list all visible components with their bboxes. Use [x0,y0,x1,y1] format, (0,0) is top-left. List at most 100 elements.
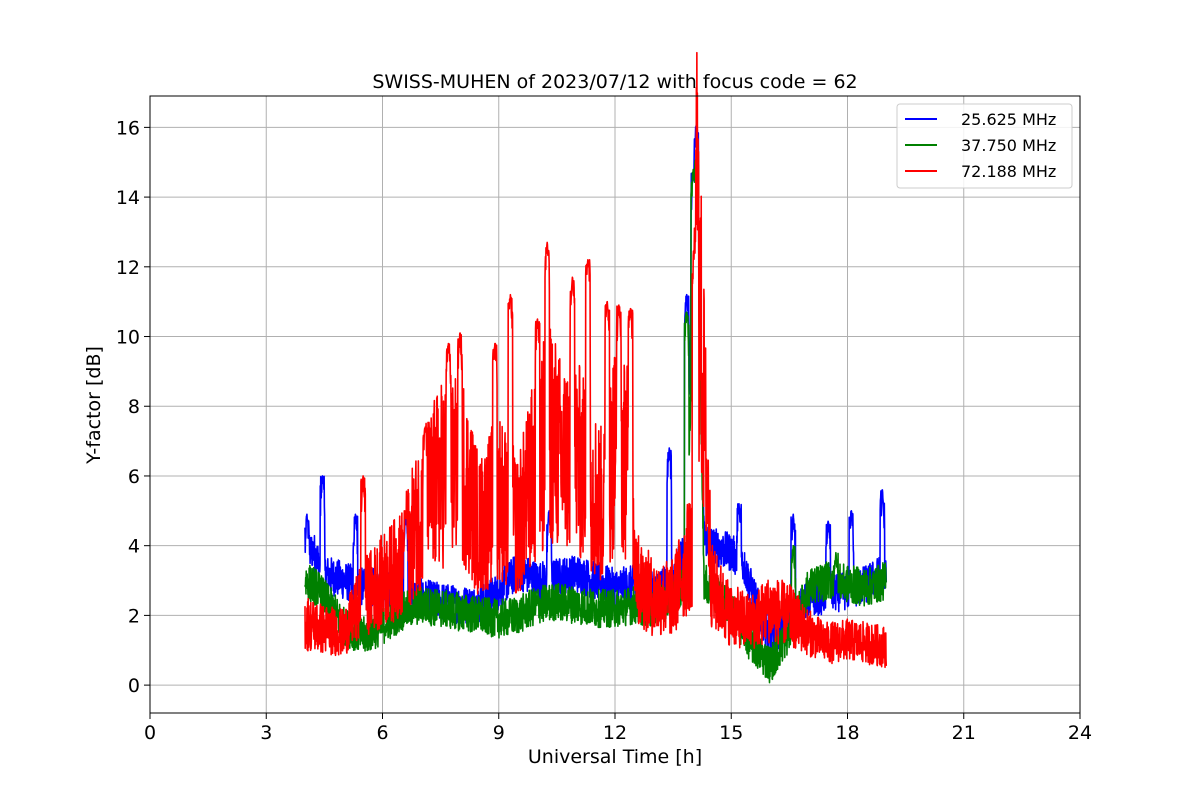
series-point [885,646,887,648]
series-point [548,423,550,425]
y-tick-label: 12 [116,257,140,279]
x-tick-label: 6 [376,722,388,744]
y-axis-label: Y-factor [dB] [83,346,105,465]
legend-entry: 25.625 MHz [961,110,1056,129]
series-point [575,573,577,575]
series-point [304,559,306,561]
series-point [498,493,500,495]
series-point [479,527,481,529]
y-tick-label: 2 [128,605,140,627]
series-point [847,639,849,641]
y-tick-label: 8 [128,396,140,418]
series-point [885,580,887,582]
series-point [827,642,829,644]
series-point [362,636,364,638]
plot-frame [149,95,1081,714]
series-point [703,580,705,582]
series-2 [304,51,888,669]
series-line [304,51,888,669]
y-tick-label: 6 [128,466,140,488]
x-tick-label: 18 [835,722,859,744]
series-point [420,510,422,512]
series-point [324,573,326,575]
series-point [866,642,868,644]
y-tick-label: 16 [116,117,140,139]
series-point [866,587,868,589]
legend-box [896,103,1073,189]
series-point [730,552,732,554]
legend: 25.625 MHz 37.750 MHz 72.188 MHz [896,103,1073,189]
series-point [382,580,384,582]
series-point [754,597,756,599]
series-point [304,580,306,582]
series-point [575,604,577,606]
series-point [498,590,500,592]
series-point [614,440,616,442]
series-point [343,580,345,582]
x-tick-label: 21 [952,722,976,744]
series-point [401,562,403,564]
x-tick-label: 3 [260,722,272,744]
series-point [556,576,558,578]
series-point [653,597,655,599]
series-point [312,548,314,550]
series-point [750,622,752,624]
series-point [498,618,500,620]
series-point [324,629,326,631]
series-point [362,597,364,599]
series-point [626,458,628,460]
series-point [692,545,694,547]
y-tick-label: 4 [128,536,140,558]
series-point [556,601,558,603]
series-point [587,475,589,477]
x-axis-label: Universal Time [h] [528,746,702,768]
series-point [808,632,810,634]
series-point [575,458,577,460]
series-point [537,580,539,582]
legend-entry: 72.188 MHz [961,162,1056,181]
series-point [343,632,345,634]
series-point [517,527,519,529]
chart-title: SWISS-MUHEN of 2023/07/12 with focus cod… [372,71,857,93]
series-point [789,615,791,617]
series-point [614,608,616,610]
series-point [440,608,442,610]
series-point [808,587,810,589]
series-point [459,611,461,613]
series-point [711,587,713,589]
x-tick-label: 9 [493,722,505,744]
series-point [362,587,364,589]
series-point [637,580,639,582]
series-point [603,510,605,512]
x-tick-label: 12 [603,722,627,744]
series-point [614,587,616,589]
series-point [440,475,442,477]
y-tick-label: 10 [116,327,140,349]
x-tick-label: 0 [144,722,156,744]
data-layer [304,51,888,684]
legend-entry: 37.750 MHz [961,136,1056,155]
series-point [382,625,384,627]
x-tick-label: 15 [719,722,743,744]
series-point [304,622,306,624]
series-point [595,580,597,582]
series-point [742,562,744,564]
series-point [730,615,732,617]
series-point [420,604,422,606]
series-point [479,615,481,617]
series-point [634,604,636,606]
series-point [769,608,771,610]
series-point [537,604,539,606]
series-point [560,458,562,460]
series-point [827,580,829,582]
series-point [696,231,698,233]
series-point [537,458,539,460]
series-point [517,615,519,617]
series-point [672,597,674,599]
series-point [595,608,597,610]
x-tick-label: 24 [1068,722,1092,744]
series-point [316,587,318,589]
